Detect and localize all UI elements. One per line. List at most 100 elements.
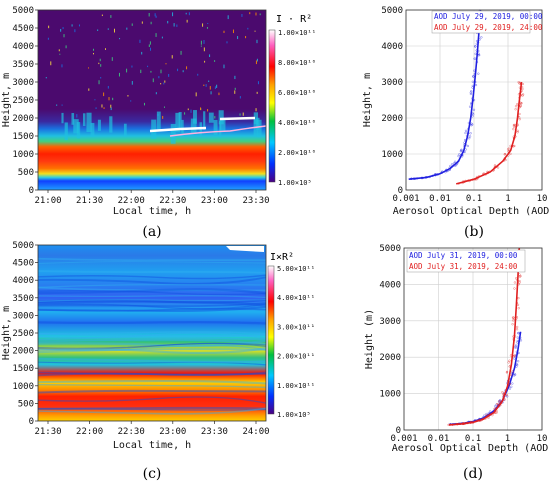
panel-c-texture-line: [37, 300, 267, 307]
panel-a-plume: [109, 116, 113, 133]
panel-a-streak: [202, 23, 204, 27]
panel-d-xtick-label: 10: [537, 434, 548, 444]
panel-b-xtick-label: 10: [537, 194, 548, 204]
panel-a-streak: [205, 84, 207, 87]
panel-c-texture-line: [37, 361, 267, 366]
panel-b-series-2-point: [512, 127, 515, 131]
panel-b-series-1-point: [469, 132, 472, 135]
panel-a-plume: [218, 110, 224, 125]
panel-d-ylabel: Height (m): [364, 309, 375, 369]
panel-b-axes: 0.001 0.01 0.1 1 10 0 1000 2000 3000 4000 5000: [381, 6, 547, 204]
panel-a-streak: [234, 90, 236, 94]
panel-b-series-2-point: [513, 144, 516, 148]
panel-b-series-1-point: [470, 122, 473, 125]
panel-d-series-1-point: [510, 385, 513, 388]
panel-c-ytick-label: 0: [29, 417, 34, 427]
panel-d-xtick-label: 1: [505, 434, 510, 444]
panel-d-series-1-point: [506, 395, 509, 398]
panel-a-streak: [176, 24, 178, 27]
panel-a-streak: [101, 104, 103, 108]
panel-a-ytick-label: 4500: [12, 24, 34, 34]
panel-c-texture-line: [37, 308, 267, 312]
panel-d-series-2-point: [508, 382, 512, 386]
panel-d-series-2-point: [501, 391, 504, 394]
panel-a-streak: [254, 30, 256, 32]
panel-a-streak: [188, 12, 190, 16]
panel-a-xtick-label: 23:00: [201, 196, 228, 206]
panel-c-texture-line: [37, 342, 267, 349]
panel-b-series-1-point: [471, 80, 474, 83]
panel-a-streak: [173, 23, 175, 27]
panel-a-streak: [223, 64, 225, 69]
panel-a-streak: [214, 86, 216, 90]
panel-a-streak: [154, 13, 156, 17]
panel-b-series-2-point: [503, 152, 507, 156]
panel-a-streak: [61, 104, 63, 106]
panel-d-legend-entry-2: AOD July 31, 2019, 24:00: [409, 262, 518, 271]
panel-c-texture-line: [37, 290, 267, 296]
panel-c-ytick-label: 2500: [12, 329, 34, 339]
panel-b-legend-entry-1: AOD July 29, 2019, 00:00: [434, 12, 543, 21]
panel-a-streak: [127, 95, 129, 97]
panel-a-streak: [110, 15, 112, 18]
panel-a-streak: [160, 69, 162, 74]
panel-a-streak: [148, 44, 150, 47]
panel-a-streak: [113, 28, 115, 33]
panel-a-streak: [239, 113, 241, 116]
panel-b-series-2-line: [455, 81, 523, 185]
panel-a-plume: [61, 112, 64, 124]
panel-b-caption: (b): [464, 224, 484, 240]
panel-b-series-1-point: [449, 164, 452, 168]
panel-c-texture-line: [37, 342, 267, 350]
panel-a-streak: [56, 104, 58, 106]
panel-a-streak: [249, 12, 251, 15]
panel-a-plume: [64, 122, 68, 141]
panel-c-xtick-label: 22:30: [118, 427, 145, 437]
panel-b-series-1-point: [472, 75, 475, 78]
panel-a-streak: [197, 73, 199, 76]
panel-c-xtick-label: 24:00: [242, 427, 269, 437]
panel-d-xtick-label: 0.1: [465, 434, 481, 444]
panel-a-streak: [100, 77, 102, 79]
panel-c-texture-line: [37, 270, 267, 274]
panel-d-ytick-label: 0: [396, 426, 401, 436]
panel-a-streak: [185, 12, 187, 15]
panel-a-streak: [255, 60, 257, 65]
panel-a-layer-trace: [169, 125, 267, 137]
panel-a-streak: [163, 106, 165, 108]
panel-a-streak: [74, 29, 76, 33]
panel-d-series-1-point: [514, 344, 518, 347]
panel-b-series-2-point: [516, 131, 519, 134]
panel-a-streak: [141, 51, 143, 55]
panel-a-plume: [219, 118, 226, 131]
panel-a-streak: [186, 66, 188, 70]
panel-b-ytick-label: 5000: [381, 6, 403, 16]
panel-d-series-1-point: [517, 332, 520, 335]
panel-c-texture-line: [37, 288, 267, 295]
panel-c-texture-line: [37, 407, 267, 415]
panel-d-xlabel: Aerosol Optical Depth (AOD): [392, 443, 550, 454]
panel-a-plume: [181, 119, 184, 134]
panel-a-streak: [180, 50, 182, 55]
panel-b-series-1-point: [470, 90, 473, 93]
panel-a-plume: [151, 119, 157, 139]
panel-d-caption: (d): [463, 466, 483, 482]
panel-a-streak: [141, 21, 143, 24]
panel-a-streak: [130, 100, 132, 102]
panel-b-xlabel: Aerosol Optical Depth (AOD): [393, 206, 550, 217]
panel-a-xtick-label: 23:30: [242, 196, 269, 206]
panel-a-plume: [178, 112, 182, 128]
panel-a-plume: [73, 119, 79, 134]
panel-c-axes: 0 500 1000 1500 2000 2500 3000 3500 4000 4500 5000…: [12, 241, 269, 437]
panel-c-texture-line: [37, 371, 267, 377]
panel-c-texture-line: [37, 302, 267, 307]
panel-a-caption: (a): [142, 224, 161, 240]
panel-c-texture-line: [37, 371, 267, 376]
panel-a-plot-area: [38, 10, 266, 190]
panel-d-series-2-point: [512, 319, 515, 322]
panel-a-streak: [99, 58, 101, 62]
panel-a-streak: [203, 47, 205, 52]
panel-c-texture-line: [37, 338, 267, 346]
panel-b-series-1-point: [478, 53, 481, 57]
panel-a-plume: [219, 121, 222, 138]
